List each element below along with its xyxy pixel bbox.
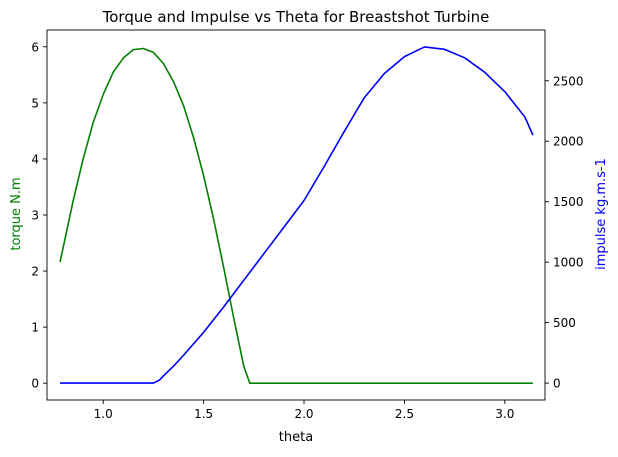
right-y-tick-label: 2000 <box>553 135 584 149</box>
left-y-tick-label: 6 <box>31 40 39 54</box>
impulse-line <box>60 46 534 384</box>
right-y-tick-label: 1500 <box>553 195 584 209</box>
axes: 1.0 1.5 2.0 2.5 3.0 0 1 2 3 4 5 6 0 500 1000 1500 2000 25… <box>31 29 584 421</box>
x-tick-label: 2.0 <box>294 407 313 421</box>
left-y-tick-label: 1 <box>31 321 39 335</box>
x-tick-label: 2.5 <box>395 407 414 421</box>
x-axis-label: theta <box>279 430 313 445</box>
left-y-axis-label: torque N.m <box>9 177 24 250</box>
x-tick-label: 1.5 <box>194 407 213 421</box>
left-y-tick-label: 0 <box>31 377 39 391</box>
right-y-tick-label: 2500 <box>553 74 584 88</box>
right-y-tick-label: 1000 <box>553 256 584 270</box>
left-y-tick-label: 3 <box>31 209 39 223</box>
left-y-tick-label: 4 <box>31 152 39 166</box>
chart-title: Torque and Impulse vs Theta for Breastsh… <box>102 8 490 26</box>
left-y-tick-label: 5 <box>31 96 39 110</box>
x-tick-label: 3.0 <box>495 407 514 421</box>
right-y-tick-label: 500 <box>553 316 576 330</box>
left-y-tick-label: 2 <box>31 265 39 279</box>
x-tick-label: 1.0 <box>94 407 113 421</box>
right-y-axis-label: impulse kg.m.s-1 <box>594 158 609 270</box>
right-y-tick-label: 0 <box>553 377 561 391</box>
plot-area <box>59 46 534 384</box>
torque-line <box>59 47 533 384</box>
